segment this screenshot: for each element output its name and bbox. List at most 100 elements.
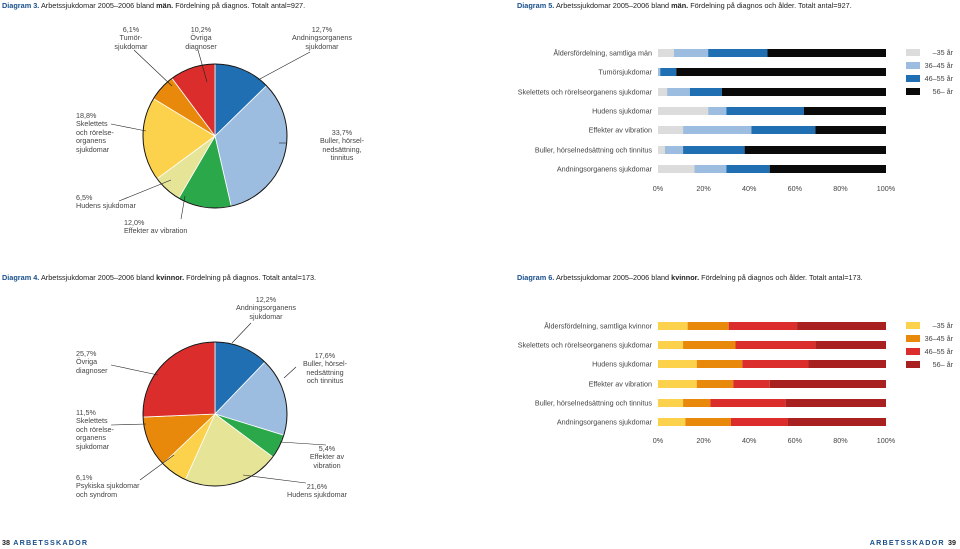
diagram3-label-vibration: 12,0% Effekter av vibration: [124, 218, 187, 236]
x-tick-label: 20%: [696, 436, 711, 445]
bar-segment-36-45-ar: [673, 49, 709, 57]
diagram4-title: Arbetssjukdomar 2005–2006 bland: [40, 273, 155, 282]
legend-swatch-35-ar: [906, 322, 920, 329]
bar-segment-35-ar: [658, 107, 709, 115]
diagram6-title-rest: Fördelning på diagnos och ålder. Totalt …: [701, 273, 863, 282]
label-line: 5,4%: [318, 444, 336, 453]
label-line: och syndrom: [76, 489, 118, 499]
bar-category-label: Andningsorganens sjukdomar: [557, 418, 653, 427]
label-line: och tinnitus: [306, 376, 344, 386]
label-line: sjukdomar: [249, 311, 283, 321]
x-tick-label: 20%: [696, 184, 711, 193]
legend-swatch-35-ar: [906, 49, 920, 56]
diagram5-number: Diagram 5.: [517, 1, 555, 10]
diagram4-title-rest: Fördelning på diagnos. Totalt antal=173.: [186, 273, 317, 282]
legend-label: 56– år: [933, 87, 954, 96]
bar-segment-36-45-ar: [683, 399, 711, 407]
bar-category-label: Buller, hörselnedsättning och tinnitus: [535, 146, 652, 155]
label-line: 12,7%: [311, 25, 333, 34]
diagram6-heading: Diagram 6. Arbetssjukdomar 2005–2006 bla…: [517, 273, 863, 282]
label-line: 12,2%: [255, 295, 277, 304]
bar-segment-35-ar: [658, 322, 688, 330]
x-tick-label: 40%: [742, 184, 757, 193]
bar-segment-46-55-ar: [728, 322, 798, 330]
label-line: Hudens sjukdomar: [287, 490, 347, 500]
diagram6-title: Arbetssjukdomar 2005–2006 bland: [555, 273, 670, 282]
bar-segment-56-ar: [787, 418, 886, 426]
label-line: sjukdomar: [114, 41, 148, 51]
bar-segment-56-ar: [785, 399, 886, 407]
label-line: organens: [76, 136, 106, 146]
legend-swatch-56-ar: [906, 88, 920, 95]
label-line: Effekter av: [309, 452, 345, 462]
leader-line: [133, 49, 173, 87]
bar-segment-56-ar: [721, 88, 886, 96]
label-line: Hudens sjukdomar: [76, 201, 136, 211]
page-number-left: 38: [2, 538, 10, 547]
label-line: Andningsorganens: [292, 33, 352, 43]
bar-segment-36-45-ar: [658, 68, 661, 76]
diagram3-label-hud: 6,5% Hudens sjukdomar: [76, 193, 136, 211]
label-line: 25,7%: [76, 349, 97, 358]
bar-segment-35-ar: [658, 341, 684, 349]
leader-line: [139, 454, 175, 481]
bar-category-label: Åldersfördelning, samtliga män: [553, 49, 652, 58]
leader-line: [110, 364, 159, 376]
bar-segment-46-55-ar: [730, 418, 788, 426]
bar-segment-35-ar: [658, 380, 697, 388]
bar-segment-35-ar: [658, 88, 668, 96]
diagram4-label-psykiska: 6,1% Psykiska sjukdomar och syndrom: [76, 473, 140, 499]
diagram4-label-buller: 17,6% Buller, hörsel- nedsättning och ti…: [296, 351, 354, 386]
x-tick-label: 80%: [833, 184, 848, 193]
diagram5-title: Arbetssjukdomar 2005–2006 bland: [555, 1, 670, 10]
diagram4-label-skelett: 11,5% Skelettets och rörelse- organens s…: [76, 408, 114, 451]
brand-right: ARBETSSKADOR: [869, 538, 945, 547]
label-line: sjukdomar: [76, 441, 110, 451]
bar-segment-56-ar: [803, 107, 886, 115]
diagram3-label-buller: 33,7% Buller, hörsel- nedsättning, tinni…: [316, 128, 368, 163]
bar-category-label: Buller, hörselnedsättning och tinnitus: [535, 399, 652, 408]
bar-segment-56-ar: [808, 360, 886, 368]
label-line: 12,0%: [124, 218, 145, 227]
page-number-right: 39: [948, 538, 956, 547]
pie-outline: [142, 341, 288, 487]
label-line: organens: [76, 433, 106, 443]
diagram4-number: Diagram 4.: [2, 273, 40, 282]
bar-segment-36-45-ar: [687, 322, 729, 330]
bar-category-label: Effekter av vibration: [589, 126, 652, 135]
diagram4-label-ovriga: 25,7% Övriga diagnoser: [76, 349, 108, 375]
label-line: nedsättning,: [322, 144, 362, 154]
x-tick-label: 100%: [877, 436, 896, 445]
x-tick-label: 0%: [653, 184, 664, 193]
label-line: Andningsorganens: [236, 303, 296, 313]
bar-segment-35-ar: [658, 146, 665, 154]
label-line: och rörelse-: [76, 424, 114, 434]
legend-label: 46–55 år: [925, 347, 954, 356]
bar-segment-56-ar: [815, 126, 886, 134]
bar-segment-46-55-ar: [710, 399, 786, 407]
bar-segment-35-ar: [658, 399, 684, 407]
bar-segment-46-55-ar: [683, 146, 745, 154]
bar-segment-35-ar: [658, 360, 697, 368]
footer-right: ARBETSSKADOR 39: [870, 538, 956, 547]
diagram3-title: Arbetssjukdomar 2005–2006 bland: [40, 1, 155, 10]
bar-category-label: Effekter av vibration: [589, 380, 652, 389]
label-line: Psykiska sjukdomar: [76, 481, 140, 491]
bar-segment-46-55-ar: [735, 341, 816, 349]
label-line: 11,5%: [76, 408, 96, 417]
bar-category-label: Skelettets och rörelseorganens sjukdomar: [518, 88, 653, 97]
leader-line: [110, 123, 147, 132]
diagram4-gender: kvinnor.: [156, 273, 185, 282]
label-line: diagnoser: [76, 365, 108, 375]
bar-segment-56-ar: [676, 68, 886, 76]
bar-segment-46-55-ar: [742, 360, 809, 368]
leader-line: [242, 474, 307, 484]
diagram5-heading: Diagram 5. Arbetssjukdomar 2005–2006 bla…: [517, 1, 852, 10]
bar-segment-46-55-ar: [726, 107, 804, 115]
x-tick-label: 80%: [833, 436, 848, 445]
diagram3-pie-chart: [110, 49, 311, 220]
leader-line: [180, 195, 186, 220]
legend-label: 36–45 år: [925, 334, 954, 343]
